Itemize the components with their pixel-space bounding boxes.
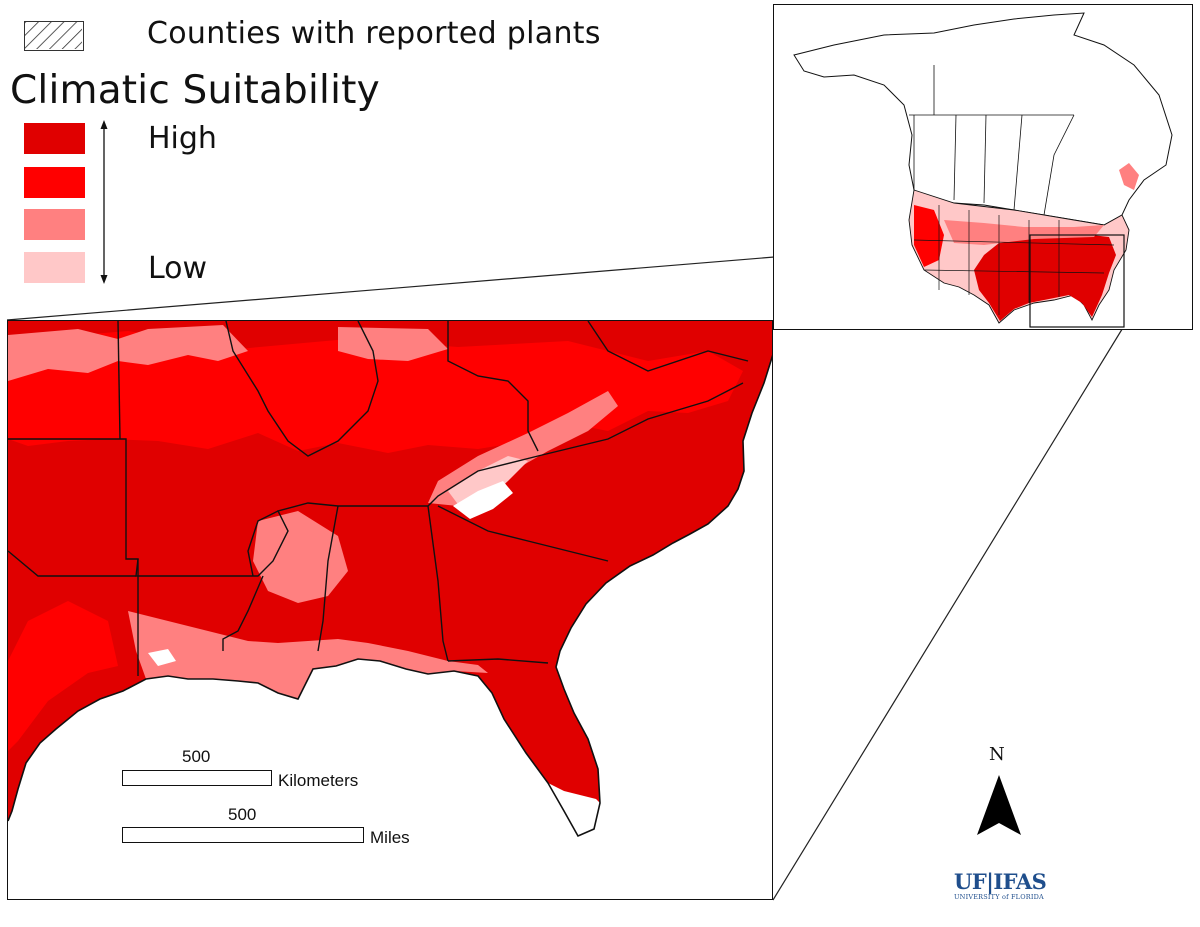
band-high-mid (8, 601, 118, 751)
scale-km-unit: Kilometers (278, 771, 359, 790)
florida-tip (548, 783, 600, 836)
north-label: N (989, 744, 1005, 765)
logo-main-text: UF|IFAS (954, 869, 1047, 894)
uf-ifas-logo: UF|IFAS UNIVERSITY of FLORIDA (954, 869, 1054, 902)
band-moderate-gulf (128, 611, 488, 699)
us-very-high (974, 233, 1116, 321)
north-arrow-icon (977, 775, 1021, 835)
us-high-west (914, 205, 944, 267)
ne-coast-pink (1119, 163, 1139, 190)
coastline (8, 354, 772, 838)
legend-low-label: Low (148, 251, 208, 286)
main-map-panel[interactable] (7, 320, 773, 900)
state-borders (8, 321, 749, 676)
logo-sub-text: UNIVERSITY of FLORIDA (954, 893, 1044, 901)
land-mass (8, 321, 772, 836)
hatch-pattern-icon (25, 22, 82, 49)
us-state-borders (913, 205, 1115, 315)
scale-bar-miles (122, 827, 364, 843)
band-none-app (453, 481, 513, 519)
us-moderate (944, 220, 1104, 245)
scale-mi-value: 500 (228, 805, 257, 824)
scale-km-value: 500 (182, 747, 211, 766)
band-none-gulf (148, 649, 176, 666)
scale-mi-unit: Miles (370, 828, 410, 847)
counties-legend-label: Counties with reported plants (147, 16, 601, 51)
double-arrow-icon (100, 120, 108, 284)
north-america-inset-map (774, 5, 1192, 329)
band-moderate-north (8, 325, 248, 381)
legend-high-label: High (148, 121, 217, 156)
scale-bar-km (122, 770, 272, 786)
southeast-suitability-map (8, 321, 772, 899)
legend-title: Climatic Suitability (10, 68, 380, 113)
swatch-low (24, 252, 85, 283)
swatch-very-high (24, 123, 85, 154)
band-moderate-ms (253, 511, 348, 603)
swatch-high (24, 167, 85, 198)
inset-zoom-box (1029, 234, 1125, 328)
canada-borders (909, 65, 1075, 216)
counties-hatch-swatch (24, 21, 84, 51)
inset-map-panel[interactable] (773, 4, 1193, 330)
swatch-moderate (24, 209, 85, 240)
